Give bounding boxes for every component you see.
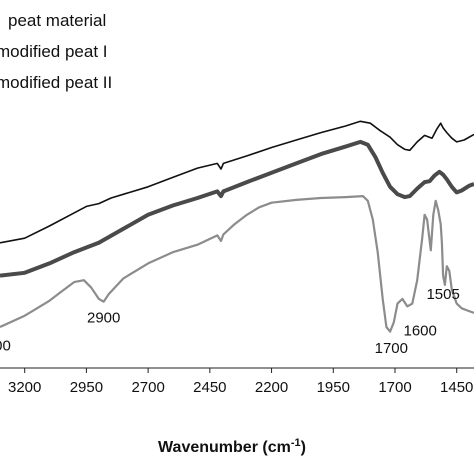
x-axis-label-close: ) [301, 439, 306, 456]
legend-entry-peat-material: peat material [8, 11, 106, 30]
x-axis-label-sup: -1 [291, 437, 301, 449]
x-tick-label: 1700 [378, 379, 411, 396]
series-lines [0, 120, 474, 333]
annotation-label: -00 [0, 337, 11, 354]
x-axis-label: Wavenumber (cm-1) [158, 437, 306, 456]
x-tick-label: 1950 [317, 379, 350, 396]
annotation-label: 1700 [375, 340, 408, 357]
series-line-peat-material [0, 120, 474, 244]
x-tick-label: 2450 [193, 379, 226, 396]
x-tick-label: 3200 [8, 379, 41, 396]
x-tick-label: 2700 [131, 379, 164, 396]
legend: peat material modified peat I modified pea… [0, 11, 112, 92]
series-line-modified-peat-i [0, 139, 474, 278]
legend-entry-modified-peat-ii: modified peat II [0, 73, 112, 92]
annotation-label: 2900 [87, 309, 120, 326]
x-axis-ticks: 3200 2950 2700 2450 2200 1950 1700 1450 [8, 368, 473, 396]
series-line-modified-peat-ii [0, 195, 474, 333]
x-tick-label: 2950 [70, 379, 103, 396]
x-tick-label: 2200 [255, 379, 288, 396]
x-tick-label: 1450 [440, 379, 473, 396]
annotation-label: 1600 [403, 322, 436, 339]
legend-entry-modified-peat-i: modified peat I [0, 42, 108, 61]
x-axis-label-main: Wavenumber (cm [158, 439, 291, 456]
annotation-label: 1505 [426, 286, 459, 303]
